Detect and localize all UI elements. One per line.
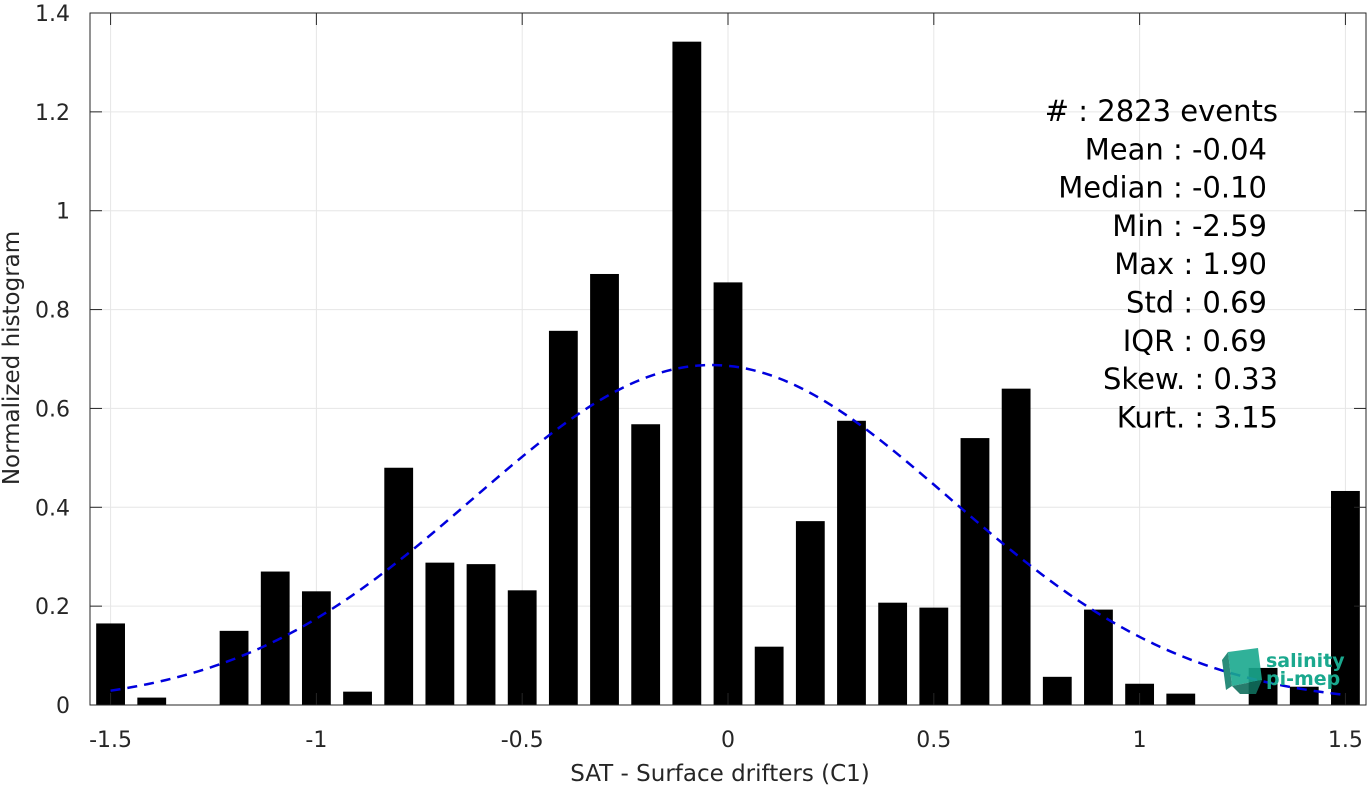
histogram-bar xyxy=(837,420,866,705)
logo-cube-icon xyxy=(1222,648,1262,694)
x-tick-label: 0 xyxy=(721,728,735,753)
logo-line1: salinity xyxy=(1266,650,1345,672)
histogram-bar xyxy=(343,691,372,705)
y-tick-label: 1.4 xyxy=(35,2,70,27)
histogram-bar xyxy=(96,623,125,705)
histogram-bar xyxy=(137,697,167,705)
histogram-bar xyxy=(219,630,249,705)
histogram-bar xyxy=(301,591,331,705)
statistics-annotation: # : 2823 events Mean : -0.04 Median : -0.1… xyxy=(1045,94,1278,434)
x-tick-label: 0.5 xyxy=(916,728,951,753)
histogram-bar xyxy=(672,41,702,705)
plot-axes xyxy=(89,12,1367,706)
statistic-line: Kurt. : 3.15 xyxy=(1117,400,1278,434)
histogram-bar xyxy=(878,602,908,705)
statistic-line: Min : -2.59 xyxy=(1112,209,1267,243)
histogram-bar xyxy=(795,521,825,705)
statistic-line: Median : -0.10 xyxy=(1058,171,1267,205)
histogram-bar xyxy=(507,590,537,705)
histogram-bar xyxy=(919,607,949,705)
statistic-line: Max : 1.90 xyxy=(1114,247,1267,281)
histogram-bar xyxy=(1331,490,1360,705)
histogram-bar xyxy=(754,646,784,705)
statistic-line: Std : 0.69 xyxy=(1126,286,1267,320)
statistic-line: # : 2823 events xyxy=(1045,94,1278,128)
histogram-bar xyxy=(260,571,290,705)
y-tick-label: 0 xyxy=(56,694,70,719)
x-tick-label: -1 xyxy=(305,728,327,753)
x-tick-label: -0.5 xyxy=(501,728,544,753)
y-tick-label: 1.2 xyxy=(35,101,70,126)
histogram-bar xyxy=(425,562,455,705)
y-tick-label: 0.2 xyxy=(35,595,70,620)
histogram-bar xyxy=(590,273,619,705)
statistic-line: IQR : 0.69 xyxy=(1123,324,1267,358)
y-tick-label: 0.4 xyxy=(35,496,70,521)
histogram-bar xyxy=(1084,609,1113,705)
histogram-bar xyxy=(1001,388,1031,705)
y-axis-label: Normalized histogram xyxy=(0,231,25,485)
fit-curve-line xyxy=(110,363,1346,697)
histogram-bar xyxy=(548,330,578,705)
statistic-line: Mean : -0.04 xyxy=(1085,132,1267,166)
statistic-line: Skew. : 0.33 xyxy=(1103,362,1278,396)
histogram-bar xyxy=(1042,676,1072,705)
histogram-bar xyxy=(713,282,743,705)
histogram-bar xyxy=(384,467,414,705)
histogram-bar xyxy=(466,564,496,705)
x-tick-label: 1 xyxy=(1133,728,1147,753)
histogram-bar xyxy=(631,424,661,705)
histogram-bar xyxy=(960,438,990,705)
logo-line2: pi-mep xyxy=(1266,668,1340,690)
histogram-bar xyxy=(1166,693,1196,705)
histogram-bar xyxy=(1289,686,1319,705)
x-tick-label: 1.5 xyxy=(1328,728,1363,753)
y-tick-label: 0.8 xyxy=(35,299,70,324)
y-tick-label: 1 xyxy=(56,200,70,225)
normal-fit-curve xyxy=(110,363,1346,697)
x-tick-label: -1.5 xyxy=(89,728,132,753)
histogram-bars xyxy=(96,41,1360,705)
x-axis-label: SAT - Surface drifters (C1) xyxy=(570,761,870,785)
tick-labels: -1.5 -1 -0.5 0 0.5 1 1.5 0 0.2 0.4 0.6 0.8 1 1.2 1.4 xyxy=(35,2,1363,753)
y-tick-label: 0.6 xyxy=(35,397,70,422)
salinity-pi-mep-logo: salinity pi-mep xyxy=(1222,648,1345,694)
grid-lines xyxy=(90,12,1366,706)
